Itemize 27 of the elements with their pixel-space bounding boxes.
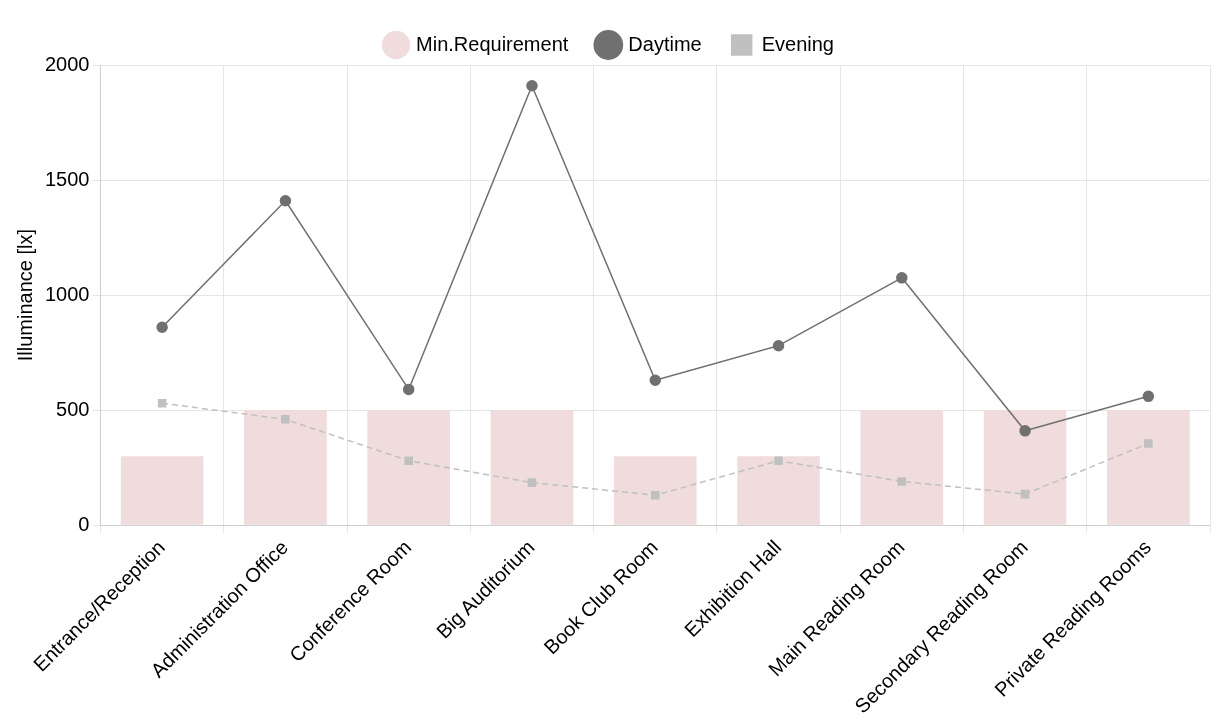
point: [281, 415, 290, 424]
point: [772, 339, 785, 352]
legend-label: Min.Requirement: [416, 32, 569, 55]
y-tick-label: 500: [56, 397, 90, 420]
point: [650, 490, 660, 500]
point: [156, 321, 168, 334]
legend-label: Daytime: [628, 32, 702, 55]
point: [1019, 425, 1031, 437]
point: [526, 79, 538, 92]
y-tick-label: 1000: [44, 282, 90, 305]
y-tick-label: 0: [78, 512, 90, 535]
point: [279, 195, 292, 207]
point: [1144, 439, 1153, 448]
point: [402, 383, 415, 396]
point: [157, 398, 167, 408]
point: [649, 374, 661, 386]
point: [774, 456, 783, 466]
y-axis-title: Illuminance [lx]: [13, 228, 36, 362]
y-tick-label: 1500: [44, 167, 90, 190]
legend-label: Evening: [761, 32, 834, 55]
point: [1020, 489, 1030, 499]
point: [404, 456, 413, 466]
point: [1142, 390, 1155, 403]
point: [896, 272, 908, 284]
point: [527, 478, 537, 487]
y-tick-label: 2000: [44, 52, 90, 75]
point: [897, 477, 907, 486]
